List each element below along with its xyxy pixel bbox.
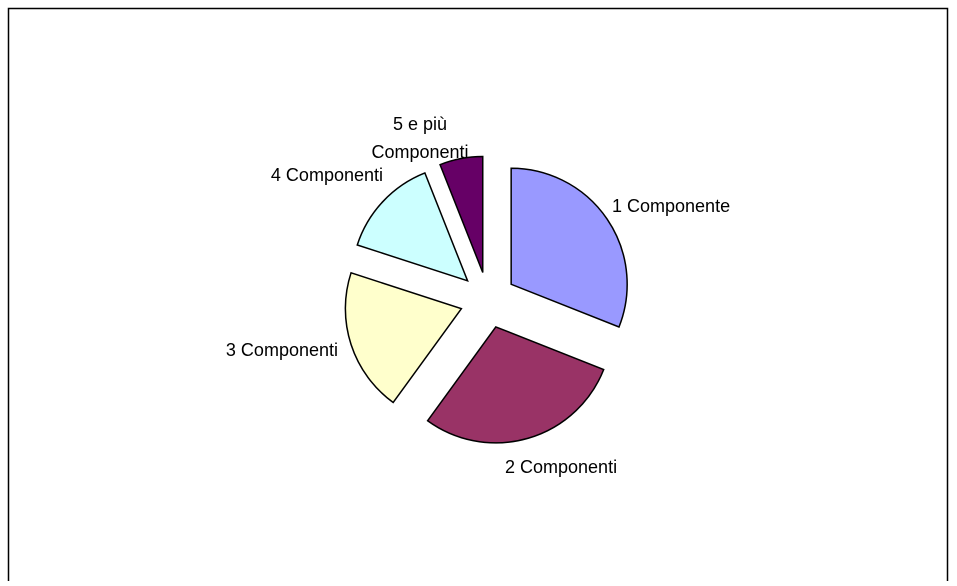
slice-label: 3 Componenti <box>226 340 338 360</box>
slice-label: 5 e più Componenti <box>371 114 468 162</box>
pie-slice <box>426 325 605 444</box>
chart-frame <box>7 7 949 586</box>
slice-label: 1 Componente <box>612 196 730 216</box>
slice-label: 2 Componenti <box>505 457 617 477</box>
pie-slice <box>439 155 484 273</box>
pie-slice <box>356 172 469 283</box>
label-line: Componenti <box>371 142 468 162</box>
label-line: 5 e più <box>393 114 447 134</box>
pie-slice <box>344 271 463 404</box>
pie-slice <box>510 167 628 328</box>
slice-label: 4 Componenti <box>271 165 383 185</box>
